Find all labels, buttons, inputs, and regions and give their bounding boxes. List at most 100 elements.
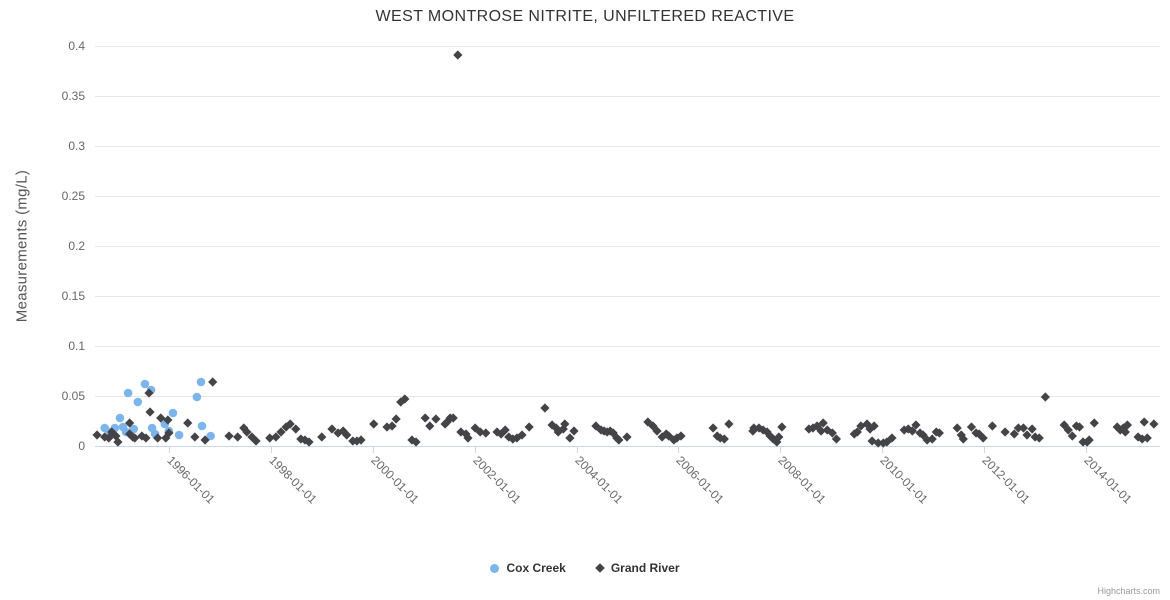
data-point-grand-river[interactable]	[224, 431, 234, 441]
data-point-grand-river[interactable]	[708, 423, 718, 433]
data-point-grand-river[interactable]	[242, 427, 252, 437]
data-point-grand-river[interactable]	[652, 426, 662, 436]
data-point-grand-river[interactable]	[1034, 433, 1044, 443]
data-point-grand-river[interactable]	[882, 437, 892, 447]
data-point-grand-river[interactable]	[183, 418, 193, 428]
data-point-grand-river[interactable]	[749, 423, 759, 433]
data-point-grand-river[interactable]	[517, 430, 527, 440]
data-point-grand-river[interactable]	[768, 434, 778, 444]
data-point-grand-river[interactable]	[1142, 433, 1152, 443]
data-point-grand-river[interactable]	[400, 394, 410, 404]
data-point-grand-river[interactable]	[873, 438, 883, 448]
data-point-grand-river[interactable]	[1063, 425, 1073, 435]
data-point-grand-river[interactable]	[291, 424, 301, 434]
legend-item-grand-river[interactable]: Grand River	[595, 561, 680, 575]
data-point-cox-creek[interactable]	[168, 408, 178, 418]
data-point-cox-creek[interactable]	[206, 431, 215, 441]
data-point-grand-river[interactable]	[558, 424, 568, 434]
data-point-grand-river[interactable]	[676, 431, 686, 441]
data-point-grand-river[interactable]	[922, 435, 932, 445]
data-point-grand-river[interactable]	[958, 434, 968, 444]
data-point-grand-river[interactable]	[156, 413, 166, 423]
data-point-grand-river[interactable]	[1084, 435, 1094, 445]
data-point-grand-river[interactable]	[669, 435, 679, 445]
data-point-cox-creek[interactable]	[133, 397, 143, 407]
data-point-grand-river[interactable]	[369, 419, 379, 429]
data-point-cox-creek[interactable]	[174, 430, 184, 440]
data-point-grand-river[interactable]	[125, 418, 135, 428]
data-point-grand-river[interactable]	[500, 425, 510, 435]
data-point-grand-river[interactable]	[927, 434, 937, 444]
data-point-grand-river[interactable]	[481, 428, 491, 438]
data-point-grand-river[interactable]	[387, 421, 397, 431]
data-point-grand-river[interactable]	[849, 429, 859, 439]
data-point-grand-river[interactable]	[856, 421, 866, 431]
data-point-grand-river[interactable]	[553, 427, 563, 437]
data-point-grand-river[interactable]	[1030, 432, 1040, 442]
data-point-grand-river[interactable]	[1089, 418, 1099, 428]
data-point-grand-river[interactable]	[141, 433, 151, 443]
data-point-grand-river[interactable]	[1000, 427, 1010, 437]
data-point-grand-river[interactable]	[540, 403, 550, 413]
data-point-cox-creek[interactable]	[192, 392, 202, 402]
data-point-grand-river[interactable]	[827, 428, 837, 438]
data-point-grand-river[interactable]	[1013, 423, 1023, 433]
data-point-grand-river[interactable]	[831, 434, 842, 444]
data-point-grand-river[interactable]	[304, 437, 314, 447]
data-point-grand-river[interactable]	[804, 424, 814, 434]
data-point-grand-river[interactable]	[614, 435, 624, 445]
legend-item-cox-creek[interactable]: Cox Creek	[490, 561, 566, 575]
data-point-grand-river[interactable]	[978, 433, 988, 443]
data-point-grand-river[interactable]	[1027, 424, 1037, 434]
data-point-grand-river[interactable]	[1018, 423, 1029, 433]
data-point-grand-river[interactable]	[251, 436, 261, 446]
data-point-grand-river[interactable]	[966, 422, 977, 432]
data-point-grand-river[interactable]	[271, 432, 281, 442]
data-point-grand-river[interactable]	[774, 432, 784, 442]
data-point-grand-river[interactable]	[145, 407, 155, 417]
data-point-grand-river[interactable]	[463, 433, 473, 443]
data-point-cox-creek[interactable]	[140, 379, 150, 389]
data-point-grand-river[interactable]	[952, 423, 962, 433]
data-point-grand-river[interactable]	[342, 430, 352, 440]
data-point-grand-river[interactable]	[190, 432, 200, 442]
data-point-grand-river[interactable]	[918, 430, 928, 440]
data-point-cox-creek[interactable]	[115, 413, 125, 423]
data-point-grand-river[interactable]	[163, 415, 173, 425]
data-point-grand-river[interactable]	[565, 433, 575, 443]
data-point-grand-river[interactable]	[1040, 392, 1050, 402]
data-point-grand-river[interactable]	[508, 434, 518, 444]
data-point-grand-river[interactable]	[974, 429, 984, 439]
data-point-grand-river[interactable]	[852, 427, 862, 437]
data-point-grand-river[interactable]	[1120, 427, 1130, 437]
data-point-grand-river[interactable]	[317, 432, 327, 442]
data-point-grand-river[interactable]	[591, 421, 601, 431]
data-point-grand-river[interactable]	[560, 419, 570, 429]
data-point-grand-river[interactable]	[276, 427, 286, 437]
data-point-grand-river[interactable]	[208, 377, 218, 387]
data-point-cox-creek[interactable]	[196, 377, 206, 387]
data-point-grand-river[interactable]	[130, 433, 140, 443]
data-point-grand-river[interactable]	[144, 388, 154, 398]
data-point-cox-creek[interactable]	[123, 388, 133, 398]
data-point-grand-river[interactable]	[719, 434, 729, 444]
data-point-grand-river[interactable]	[569, 426, 579, 436]
data-point-grand-river[interactable]	[153, 433, 163, 443]
data-point-grand-river[interactable]	[92, 430, 102, 440]
data-point-grand-river[interactable]	[816, 426, 826, 436]
data-point-grand-river[interactable]	[724, 419, 734, 429]
data-point-grand-river[interactable]	[1074, 422, 1085, 432]
data-point-grand-river[interactable]	[657, 432, 667, 442]
data-point-grand-river[interactable]	[391, 414, 401, 424]
data-point-grand-river[interactable]	[987, 421, 997, 431]
data-point-grand-river[interactable]	[233, 432, 243, 442]
data-point-cox-creek[interactable]	[197, 421, 207, 431]
data-point-grand-river[interactable]	[1122, 420, 1132, 430]
data-point-grand-river[interactable]	[907, 426, 917, 436]
data-point-grand-river[interactable]	[643, 417, 653, 427]
data-point-grand-river[interactable]	[200, 435, 210, 445]
highcharts-credits[interactable]: Highcharts.com	[1097, 586, 1160, 596]
data-point-grand-river[interactable]	[425, 421, 435, 431]
data-point-grand-river[interactable]	[1009, 429, 1019, 439]
data-point-grand-river[interactable]	[887, 433, 897, 443]
